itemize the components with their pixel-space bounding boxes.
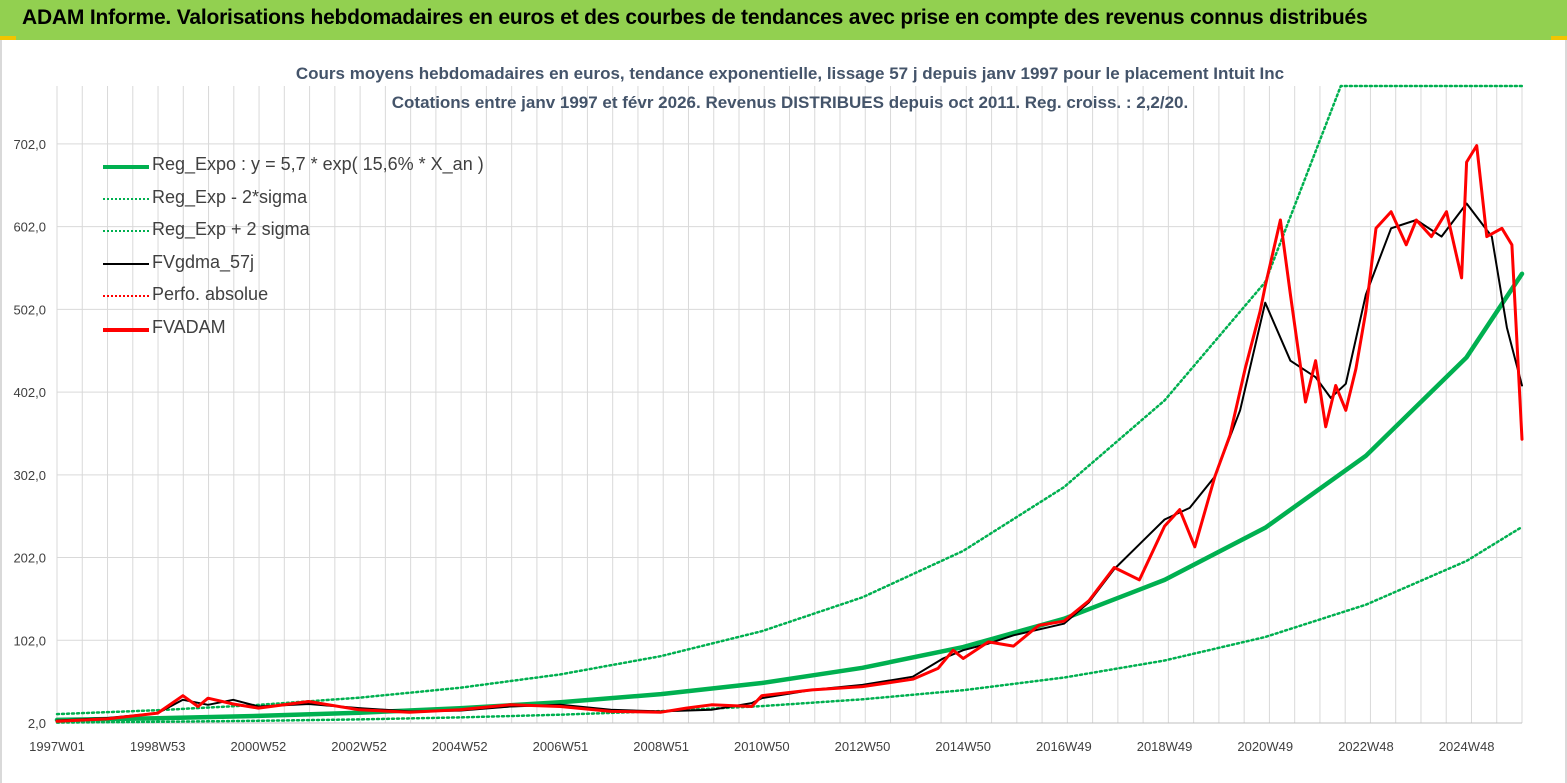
series-line-reg-expo-y-5-7-exp-15-6-x-an xyxy=(54,271,1525,723)
x-tick-label: 2006W51 xyxy=(533,739,589,754)
legend-label: Reg_Exp - 2*sigma xyxy=(152,186,308,207)
chart-title-line1: Cours moyens hebdomadaires en euros, ten… xyxy=(295,64,1285,83)
legend-label: Reg_Exp + 2 sigma xyxy=(152,219,310,240)
x-tick-label: 2000W52 xyxy=(231,739,287,754)
x-tick-label: 2002W52 xyxy=(331,739,387,754)
y-tick-label: 502,0 xyxy=(13,302,46,317)
x-tick-label: 1998W53 xyxy=(130,739,186,754)
frame-border-left xyxy=(0,40,2,783)
legend-label: FVgdma_57j xyxy=(152,251,255,272)
chart-title-line2: Cotations entre janv 1997 et févr 2026. … xyxy=(391,93,1189,112)
y-tick-label: 202,0 xyxy=(13,551,46,566)
x-tick-label: 1997W01 xyxy=(29,739,85,754)
series-line-fvadam xyxy=(55,144,1524,723)
header-bar: ADAM Informe. Valorisations hebdomadaire… xyxy=(0,0,1567,40)
legend-swatch xyxy=(103,295,149,298)
legend-swatch xyxy=(103,197,149,200)
legend-label: Perfo. absolue xyxy=(152,284,269,305)
y-tick-label: 102,0 xyxy=(13,633,46,648)
x-tick-label: 2004W52 xyxy=(432,739,488,754)
legend-label: Reg_Expo : y = 5,7 * exp( 15,6% * X_an ) xyxy=(152,154,484,174)
legend-swatch xyxy=(103,327,149,332)
y-tick-label: 602,0 xyxy=(13,220,46,235)
legend-swatch xyxy=(103,262,149,265)
header-title: ADAM Informe. Valorisations hebdomadaire… xyxy=(22,6,1368,29)
header-accent-left xyxy=(0,36,16,40)
x-tick-label: 2010W50 xyxy=(734,739,790,754)
y-tick-label: 302,0 xyxy=(13,468,46,483)
frame-border-right xyxy=(1565,40,1567,783)
x-tick-label: 2012W50 xyxy=(835,739,891,754)
x-tick-label: 2016W49 xyxy=(1036,739,1092,754)
x-tick-label: 2024W48 xyxy=(1439,739,1495,754)
y-tick-label: 702,0 xyxy=(13,137,46,152)
x-tick-label: 2018W49 xyxy=(1137,739,1193,754)
x-tick-label: 2014W50 xyxy=(935,739,991,754)
legend-swatch xyxy=(103,230,149,233)
legend-label: FVADAM xyxy=(152,316,226,337)
x-tick-label: 2022W48 xyxy=(1338,739,1394,754)
legend-swatch xyxy=(103,165,149,169)
y-tick-label: 402,0 xyxy=(13,385,46,400)
header-accent-right xyxy=(1551,36,1567,40)
series-line-reg-exp-2-sigma xyxy=(55,525,1524,724)
x-tick-label: 2020W49 xyxy=(1237,739,1293,754)
x-tick-label: 2008W51 xyxy=(633,739,689,754)
y-tick-label: 2,0 xyxy=(28,716,46,731)
